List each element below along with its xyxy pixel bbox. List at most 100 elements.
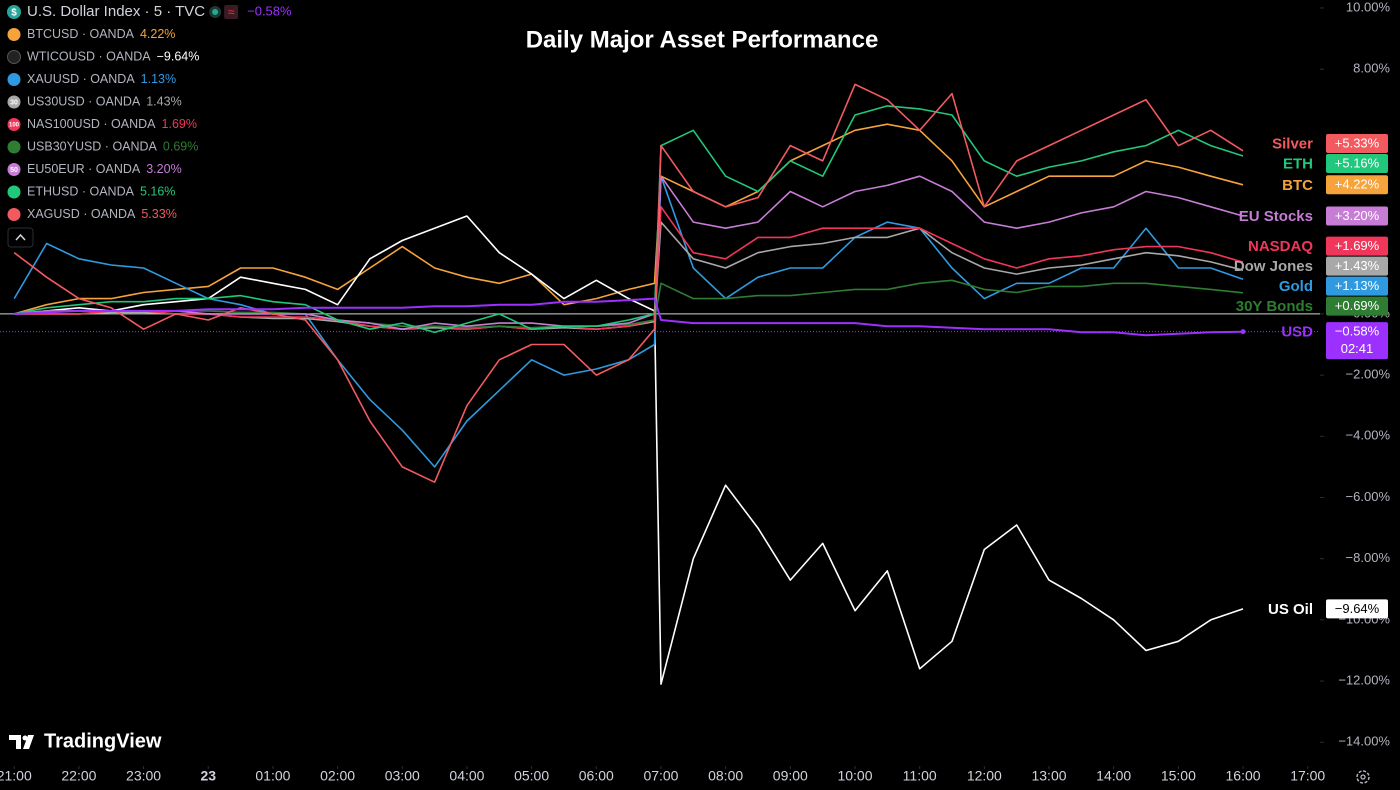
watermark-text: TradingView	[44, 730, 162, 752]
x-tick-label: 12:00	[967, 768, 1002, 784]
legend-item: ETHUSD · OANDA 5.16%	[7, 184, 175, 199]
watermark: TradingView	[9, 730, 162, 752]
legend-ticker: NAS100USD · OANDA	[27, 117, 156, 131]
end-label: +1.69% NASDAQ	[1248, 236, 1388, 256]
x-tick-label: 21:00	[0, 768, 32, 784]
x-tick-label: 08:00	[708, 768, 743, 784]
x-tick-label: 23:00	[126, 768, 161, 784]
series-line	[13, 175, 1244, 468]
y-tick-label: −6.00%	[1346, 489, 1391, 504]
settings-button[interactable]	[1356, 770, 1370, 784]
x-tick-label: 09:00	[773, 768, 808, 784]
collapse-button[interactable]	[7, 227, 34, 248]
x-tick-label: 07:00	[643, 768, 678, 784]
end-badge	[1326, 276, 1388, 296]
y-tick-label: −4.00%	[1346, 428, 1391, 443]
legend-ticker: EU50EUR · OANDA	[27, 162, 141, 176]
series-name: USD	[1281, 324, 1313, 341]
legend-icon	[7, 50, 21, 64]
y-tick-label: −14.00%	[1338, 734, 1390, 749]
end-badge-value: +5.33%	[1335, 135, 1380, 150]
x-tick-label: 03:00	[385, 768, 420, 784]
legend-value: 4.22%	[140, 27, 175, 41]
series-name: NASDAQ	[1248, 238, 1313, 255]
x-tick-label: 13:00	[1031, 768, 1066, 784]
series-name: Silver	[1272, 135, 1313, 152]
end-badge	[1326, 175, 1388, 195]
status-dot-inner	[212, 9, 219, 15]
x-tick-label: 15:00	[1161, 768, 1196, 784]
legend-ticker: US30USD · OANDA	[27, 94, 141, 108]
end-badge	[1326, 236, 1388, 256]
end-badge-value: +4.22%	[1335, 177, 1380, 192]
legend-ticker: XAUUSD · OANDA	[27, 72, 135, 86]
legend-icon	[7, 95, 21, 109]
chart-title: Daily Major Asset Performance	[526, 26, 879, 53]
end-badge	[1326, 599, 1388, 619]
series-name: Dow Jones	[1234, 258, 1313, 275]
end-label: +5.16% ETH	[1283, 153, 1388, 173]
legend-ticker: ETHUSD · OANDA	[27, 184, 135, 198]
x-tick-label: 11:00	[903, 768, 937, 784]
legend-item: 100 NAS100USD · OANDA 1.69%	[7, 117, 197, 131]
y-tick-label: 8.00%	[1353, 61, 1390, 76]
series-name: Gold	[1279, 278, 1313, 295]
legend-icon-text: 30	[10, 99, 18, 106]
legend-item: XAUUSD · OANDA 1.13%	[7, 72, 176, 86]
legend-icon	[7, 73, 21, 86]
end-badge-value: +5.16%	[1335, 155, 1380, 170]
x-tick-label: 06:00	[579, 768, 614, 784]
status-badge	[224, 5, 239, 19]
end-label: +0.69% 30Y Bonds	[1236, 296, 1388, 316]
end-badge	[1326, 256, 1388, 276]
legend-icon-text: 50	[10, 167, 18, 174]
legend-icon-text: 100	[9, 123, 20, 129]
series-name: ETH	[1283, 155, 1313, 172]
end-badge	[1326, 206, 1388, 226]
last-point	[1240, 329, 1246, 335]
series-line	[14, 297, 1244, 337]
end-badge-value: +1.69%	[1335, 238, 1380, 253]
end-badge-value: +1.43%	[1335, 258, 1380, 273]
legend-icon	[7, 163, 21, 176]
legend-ticker: USB30YUSD · OANDA	[27, 139, 158, 153]
x-tick-label: 22:00	[61, 768, 96, 784]
series-name: 30Y Bonds	[1236, 298, 1313, 315]
legend-item: USB30YUSD · OANDA 0.69%	[7, 139, 198, 154]
x-tick-label: 10:00	[837, 768, 872, 784]
x-tick-label: 16:00	[1226, 768, 1261, 784]
series-line	[14, 215, 1244, 685]
end-label: +1.43% Dow Jones	[1234, 256, 1388, 276]
legend-item: 50 EU50EUR · OANDA 3.20%	[7, 162, 182, 176]
end-badge	[1326, 322, 1388, 360]
y-tick-label: 10.00%	[1346, 0, 1391, 14]
series-name: EU Stocks	[1239, 208, 1313, 225]
x-tick-label: 04:00	[449, 768, 484, 784]
end-badge-value: −9.64%	[1335, 601, 1380, 616]
end-badge-value: −0.58%	[1335, 324, 1380, 339]
legend-icon	[7, 118, 21, 131]
end-badge-value: +3.20%	[1335, 208, 1380, 223]
legend: BTCUSD · OANDA 4.22% WTICOUSD · OANDA −9.64…	[7, 3, 292, 221]
legend-value: 1.69%	[162, 117, 197, 131]
legend-item: 30 US30USD · OANDA 1.43%	[7, 94, 182, 109]
x-tick-label: 17:00	[1290, 768, 1325, 784]
legend-header: $ U.S. Dollar Index · 5 · TVC ≈ −0.58%	[7, 3, 292, 20]
series-line	[14, 105, 1244, 334]
legend-value: 5.33%	[141, 207, 176, 221]
legend-icon	[7, 28, 21, 41]
end-label: −9.64% US Oil	[1268, 599, 1388, 619]
x-tick-label: 14:00	[1096, 768, 1131, 784]
legend-value: 1.43%	[146, 94, 181, 108]
y-tick-label: −8.00%	[1346, 550, 1391, 565]
legend-value: −9.64%	[157, 49, 200, 63]
x-tick-label: 02:00	[320, 768, 355, 784]
legend-icon	[7, 5, 21, 19]
end-label: +5.33% Silver	[1272, 133, 1388, 153]
series-name: US Oil	[1268, 601, 1313, 618]
end-label: +1.13% Gold	[1279, 276, 1388, 296]
legend-item: XAGUSD · OANDA 5.33%	[7, 207, 177, 221]
x-tick-label: 23	[200, 768, 216, 784]
